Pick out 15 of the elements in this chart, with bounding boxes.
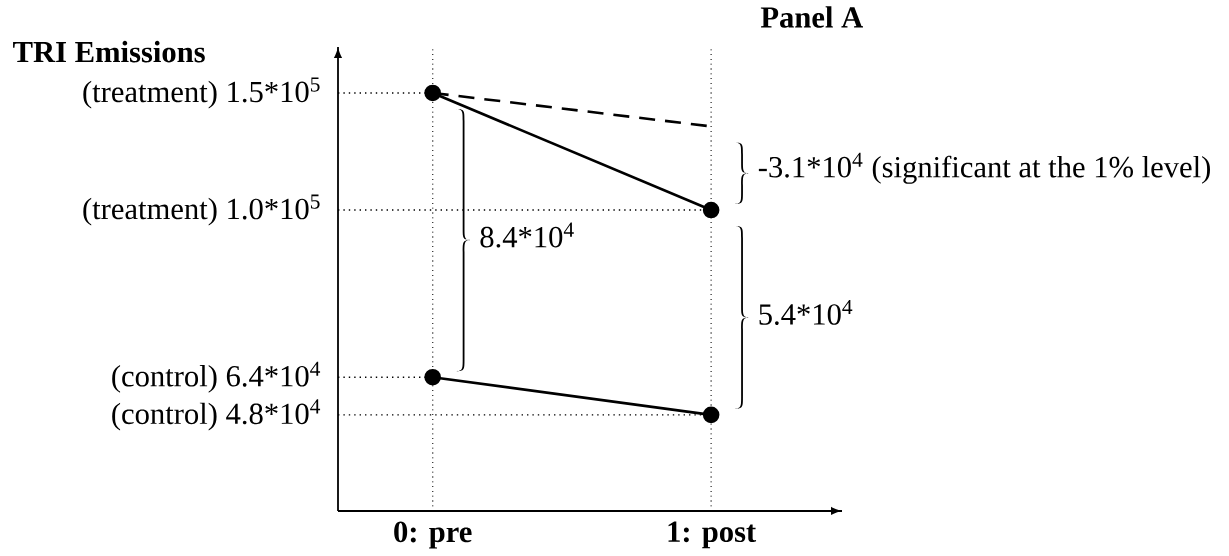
text: (control) 4.8*10$^{4}$ [112, 399, 321, 431]
point [424, 368, 441, 386]
point [702, 201, 720, 219]
text: (treatment) 1.0*10$^{5}$ [83, 194, 320, 226]
point [702, 406, 720, 424]
text: -3.1*10$^{4}$ (significant at the 1% level) [758, 152, 1210, 184]
text: (control) 6.4*10$^{4}$ [112, 361, 321, 393]
text: Panel A [760, 6, 863, 28]
text: 5.4*10$^{4}$ [759, 299, 853, 325]
point [424, 84, 441, 102]
annotation: 8.4*10$^{4}$ [480, 222, 574, 248]
x-tick-label: 1: post [668, 521, 757, 549]
x-tick-label: 0: pre [394, 521, 472, 549]
y-axis-title: TRI Emissions [13, 40, 205, 63]
text: (treatment) 1.5*10$^{5}$ [83, 77, 320, 109]
